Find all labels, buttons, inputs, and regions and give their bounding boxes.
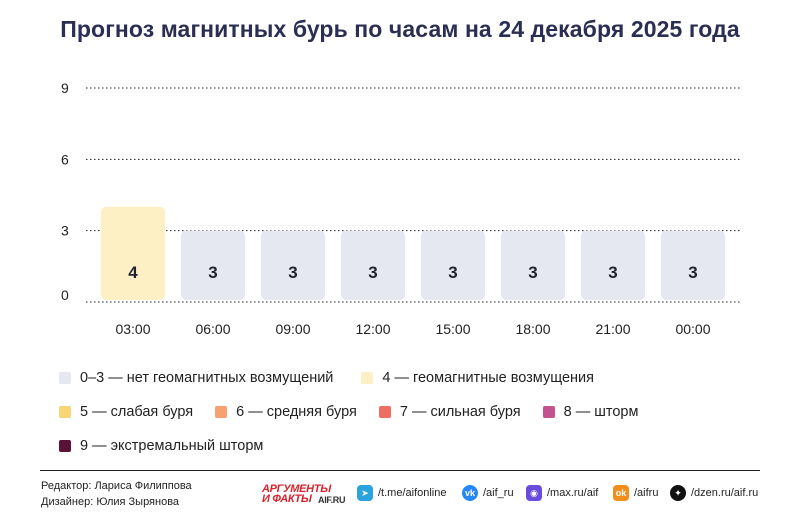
bar-value-label: 3 — [688, 263, 697, 282]
bar — [421, 230, 485, 300]
x-tick-label: 06:00 — [195, 321, 230, 337]
chart-title: Прогноз магнитных бурь по часам на 24 де… — [60, 16, 740, 42]
legend-label: 7 — сильная буря — [399, 404, 521, 420]
bar — [181, 230, 245, 300]
x-tick-label: 00:00 — [675, 321, 710, 337]
social-link[interactable]: vk/aif_ru — [462, 485, 514, 501]
legend-item: 4 — геомагнитные возмущения — [361, 370, 594, 386]
social-link-label: /aifru — [634, 487, 659, 499]
legend-label: 9 — экстремальный шторм — [80, 438, 264, 454]
bar-value-label: 3 — [608, 263, 617, 282]
social-link[interactable]: ✦ /dzen.ru/aif.ru — [670, 485, 758, 501]
logo-line-1: АРГУМЕНТЫ — [262, 483, 331, 495]
legend-item: 6 — средняя буря — [215, 404, 357, 420]
bar-value-label: 3 — [528, 263, 537, 282]
bar-value-label: 3 — [208, 263, 217, 282]
bar-value-label: 3 — [288, 263, 297, 282]
bar — [661, 230, 725, 300]
telegram-icon: ➤ — [357, 485, 373, 501]
bar-value-label: 3 — [448, 263, 457, 282]
legend-item: 5 — слабая буря — [59, 404, 193, 420]
designer-credit: Дизайнер: Юлия Зырянова — [41, 495, 180, 508]
logo-site: AIF.RU — [318, 495, 346, 505]
bar-chart: 0 3 6 9 4 03:00 3 06:00 3 09:00 3 12:00 3 15:00 3 18:00… — [61, 80, 741, 337]
social-link-label: /aif_ru — [483, 487, 514, 499]
odnoklassniki-icon: ok — [613, 485, 629, 501]
social-link-label: /t.me/aifonline — [378, 487, 447, 499]
x-tick-label: 03:00 — [115, 321, 150, 337]
legend-swatch — [215, 406, 228, 418]
legend-item: 7 — сильная буря — [378, 404, 521, 420]
y-tick-label: 9 — [61, 80, 69, 96]
footer-divider — [40, 470, 760, 471]
x-tick-label: 09:00 — [275, 321, 310, 337]
bar-value-label: 3 — [368, 263, 377, 282]
bar — [341, 230, 405, 300]
legend-row: 5 — слабая буря 6 — средняя буря 7 — сильн… — [59, 402, 660, 422]
bar — [261, 230, 325, 300]
legend-swatch — [378, 406, 391, 418]
legend-item: 9 — экстремальный шторм — [59, 438, 263, 454]
legend-swatch — [59, 440, 71, 452]
bar-value-label: 4 — [128, 263, 138, 282]
legend-swatch — [59, 372, 71, 384]
vk-icon: vk — [462, 485, 478, 501]
editor-credit: Редактор: Лариса Филиппова — [41, 480, 192, 492]
legend-swatch — [361, 372, 374, 384]
legend-row: 0–3 — нет геомагнитных возмущений 4 — гео… — [59, 368, 622, 388]
max-icon: ◉ — [526, 485, 542, 501]
legend-label: 6 — средняя буря — [236, 404, 357, 420]
aif-logo[interactable]: АРГУМЕНТЫ И ФАКТЫ AIF.RU — [262, 484, 346, 506]
legend-swatch — [542, 406, 555, 418]
social-link-label: /dzen.ru/aif.ru — [691, 487, 759, 499]
legend-label: 0–3 — нет геомагнитных возмущений — [80, 370, 334, 386]
y-tick-label: 3 — [61, 223, 69, 239]
social-link-label: /max.ru/aif — [547, 487, 599, 499]
legend-label: 5 — слабая буря — [80, 404, 194, 420]
y-tick-label: 6 — [61, 151, 69, 167]
bar — [501, 230, 565, 300]
social-link[interactable]: ◉ /max.ru/aif — [526, 485, 598, 501]
legend-row: 9 — экстремальный шторм — [59, 436, 285, 456]
credits: Редактор: Лариса Филиппова Дизайнер: Юли… — [41, 479, 192, 510]
legend-item: 8 — шторм — [542, 404, 639, 420]
bar — [101, 206, 165, 300]
y-tick-label: 0 — [61, 287, 69, 303]
social-link[interactable]: ok/aifru — [613, 485, 658, 501]
logo-line-2: И ФАКТЫ — [262, 493, 312, 505]
x-tick-label: 15:00 — [435, 321, 470, 337]
bar — [581, 230, 645, 300]
legend-label: 8 — шторм — [563, 404, 639, 420]
x-tick-label: 12:00 — [355, 321, 390, 337]
dzen-icon: ✦ — [670, 485, 686, 501]
x-tick-label: 21:00 — [595, 321, 630, 337]
x-tick-label: 18:00 — [515, 321, 550, 337]
legend-swatch — [59, 406, 71, 418]
legend-item: 0–3 — нет геомагнитных возмущений — [59, 370, 333, 386]
legend-label: 4 — геомагнитные возмущения — [382, 370, 594, 386]
social-link[interactable]: ➤ /t.me/aifonline — [357, 485, 446, 501]
